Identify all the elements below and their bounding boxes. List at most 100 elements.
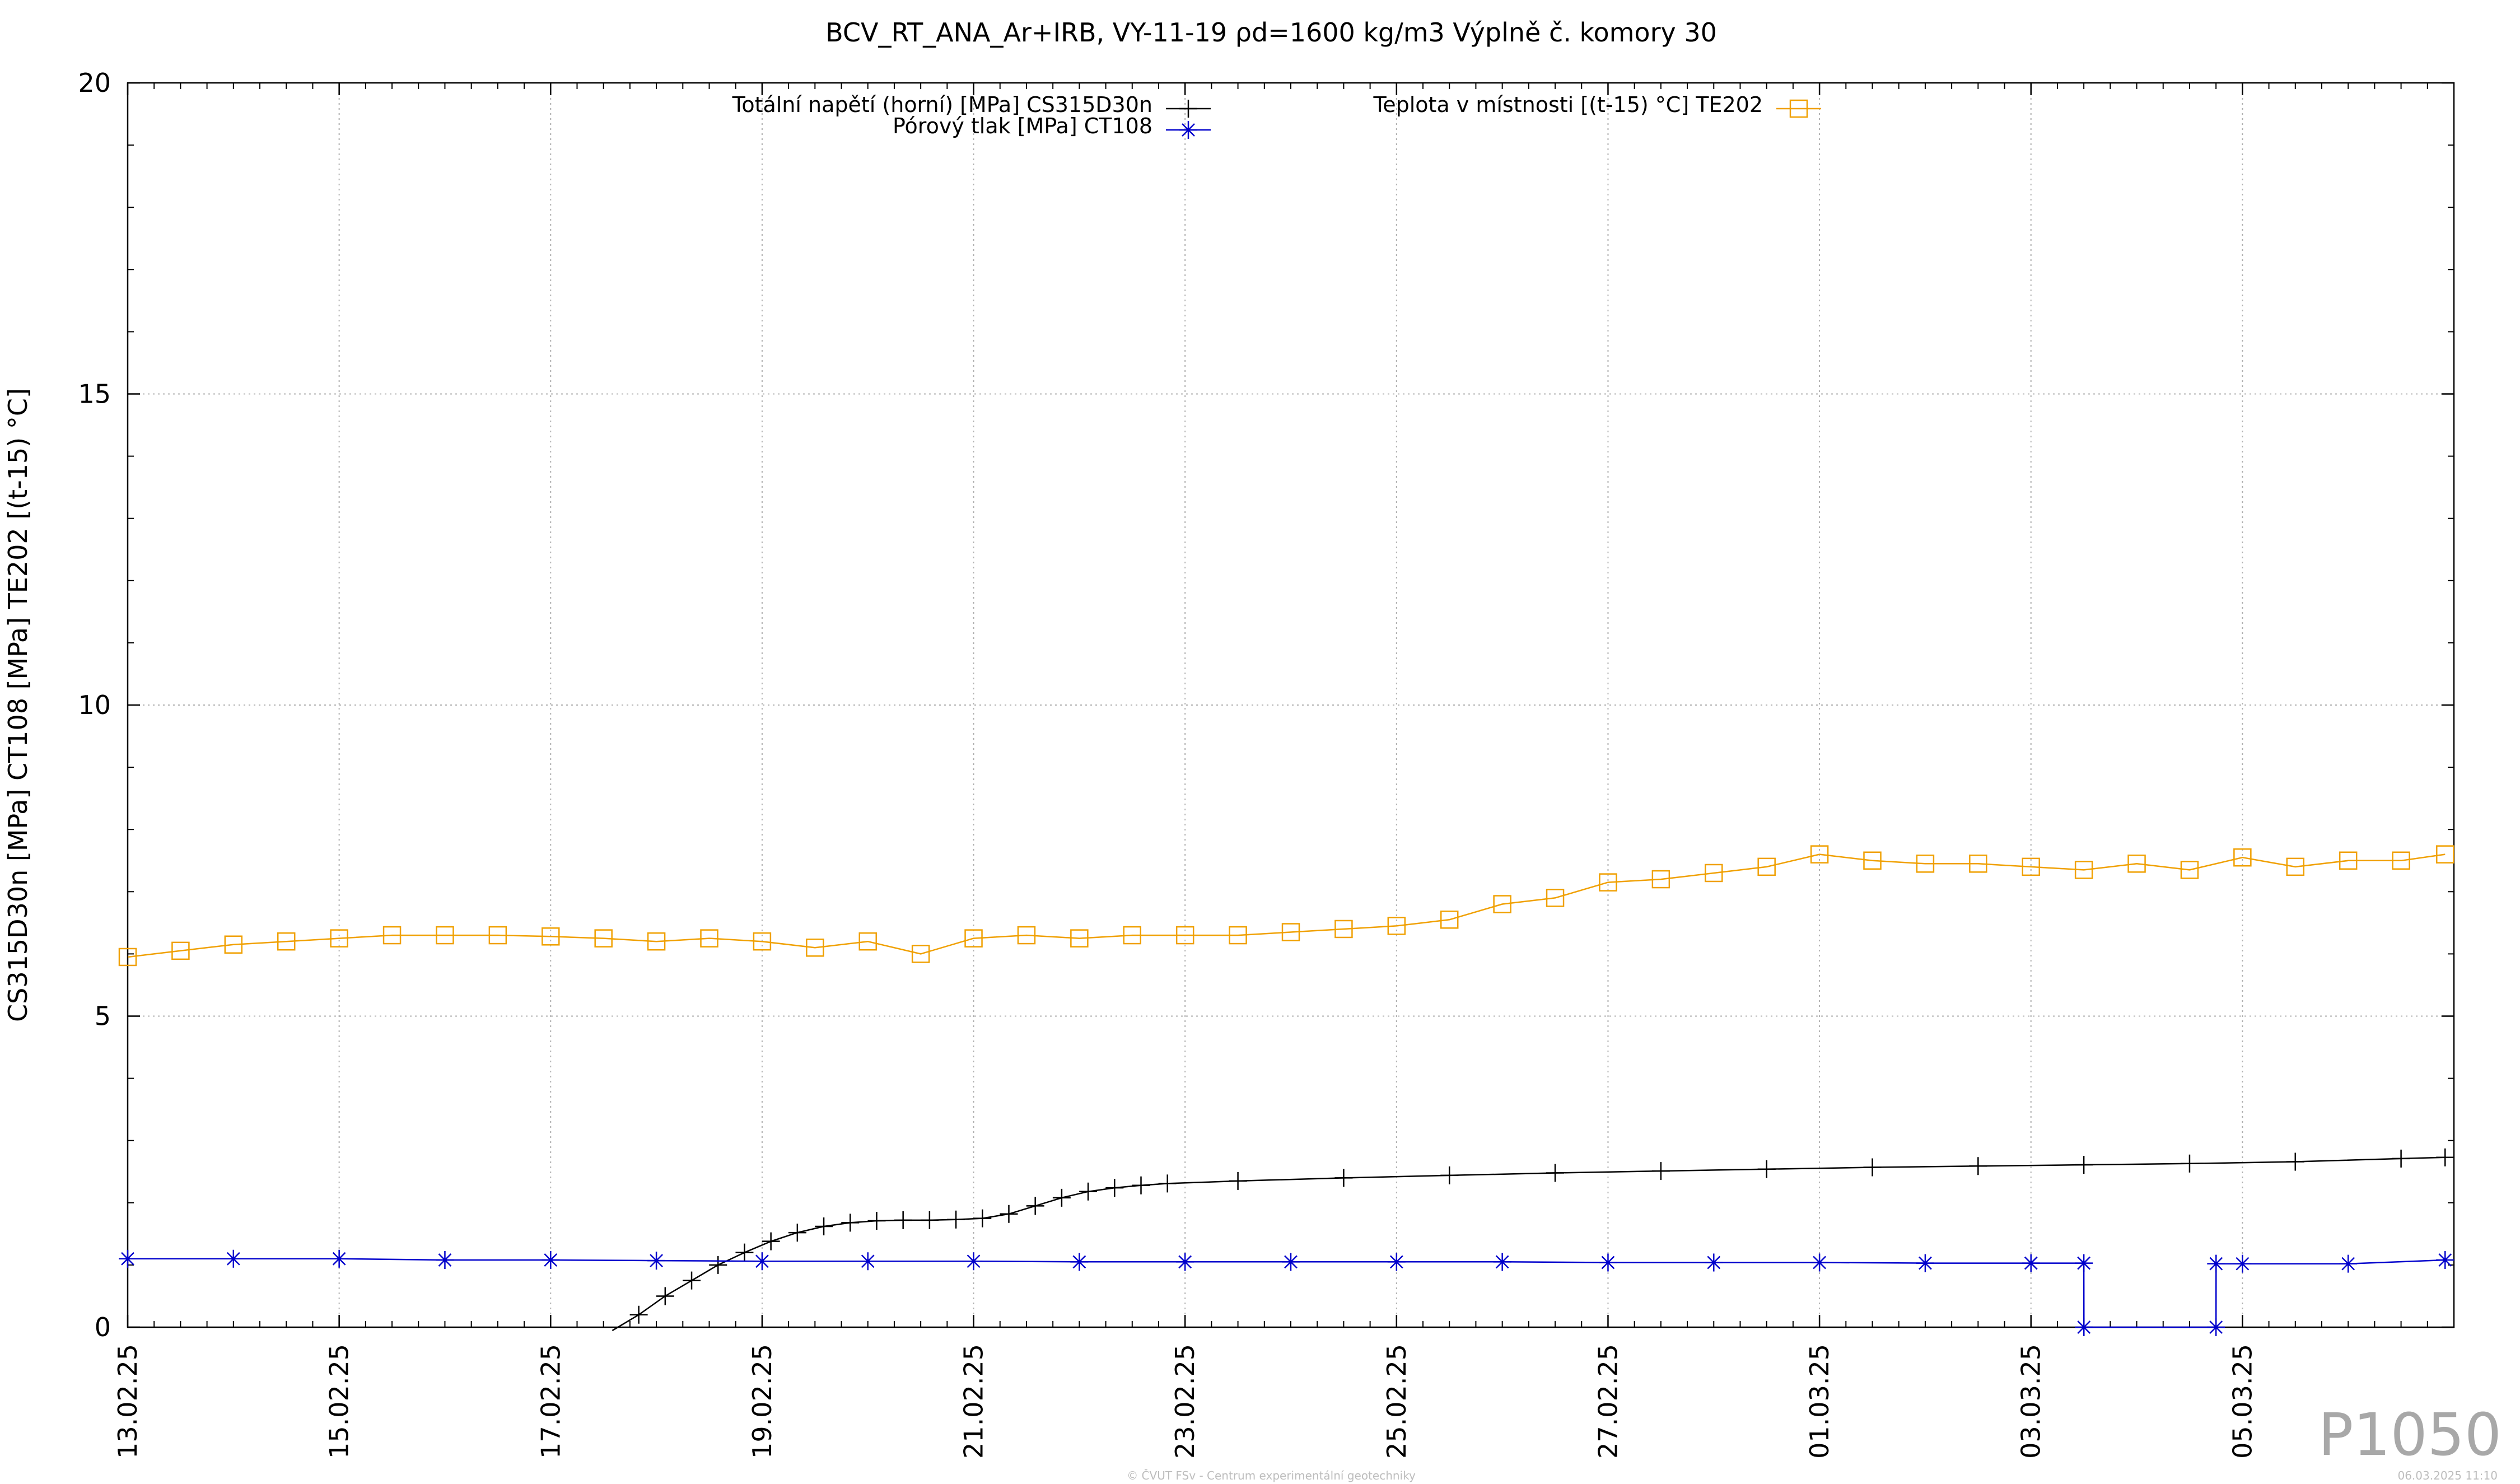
data-point-te202 <box>2339 851 2358 870</box>
data-point-te202 <box>1969 855 1987 873</box>
watermark: P1050 <box>2318 1401 2502 1469</box>
data-point-cs315d30n <box>1757 1160 1776 1178</box>
data-point-te202 <box>858 932 877 951</box>
data-point-te202 <box>171 941 190 960</box>
data-point-te202 <box>911 945 930 963</box>
x-tick-label: 05.03.25 <box>2227 1344 2257 1459</box>
data-point-ct108 <box>2339 1254 2358 1273</box>
data-point-cs315d30n <box>867 1212 886 1230</box>
data-point-ct108 <box>436 1251 454 1270</box>
data-point-cs315d30n <box>1440 1166 1459 1184</box>
legend-label-te202: Teplota v místnosti [(t-15) °C] TE202 <box>1373 92 1763 117</box>
data-point-ct108 <box>542 1251 560 1270</box>
legend-marker-te202 <box>1789 99 1808 118</box>
legend-entry-cs315d30n: Totální napětí (horní) [MPa] CS315D30n <box>732 92 1211 118</box>
data-point-te202 <box>2127 855 2146 873</box>
data-point-te202 <box>1334 920 1353 939</box>
data-point-cs315d30n <box>2075 1156 2093 1174</box>
legend-label-ct108: Pórový tlak [MPa] CT108 <box>893 114 1152 138</box>
data-point-cs315d30n <box>2392 1149 2410 1168</box>
data-point-te202 <box>1070 929 1089 948</box>
data-point-te202 <box>2180 861 2199 879</box>
data-point-ct108 <box>1599 1253 1617 1272</box>
data-point-ct108 <box>964 1252 983 1271</box>
x-tick-label: 15.02.25 <box>324 1344 354 1459</box>
data-point-ct108 <box>1705 1253 1723 1272</box>
data-point-cs315d30n <box>735 1243 754 1262</box>
data-point-te202 <box>488 926 507 945</box>
x-tick-label: 27.02.25 <box>1593 1344 1623 1459</box>
data-point-te202 <box>1229 926 1247 945</box>
data-point-cs315d30n <box>1546 1164 1565 1182</box>
data-point-cs315d30n <box>841 1214 860 1232</box>
data-point-ct108 <box>1810 1253 1829 1272</box>
legend: Totální napětí (horní) [MPa] CS315D30nPó… <box>732 92 1821 139</box>
x-tick-label: 01.03.25 <box>1804 1344 1835 1459</box>
data-point-te202 <box>1493 895 1511 913</box>
y-tick-label: 0 <box>95 1312 111 1342</box>
data-point-te202 <box>1651 870 1670 889</box>
legend-marker-cs315d30n <box>1179 100 1197 118</box>
data-point-te202 <box>224 935 243 954</box>
legend-label-cs315d30n: Totální napětí (horní) [MPa] CS315D30n <box>732 92 1152 117</box>
data-point-te202 <box>2392 851 2410 870</box>
data-point-te202 <box>806 939 824 957</box>
data-point-ct108 <box>2075 1254 2093 1272</box>
x-tick-label: 25.02.25 <box>1382 1344 1412 1459</box>
chart-title: BCV_RT_ANA_Ar+IRB, VY-11-19 ρd=1600 kg/m… <box>825 17 1717 48</box>
legend-entry-te202: Teplota v místnosti [(t-15) °C] TE202 <box>1373 92 1821 118</box>
data-point-ct108 <box>1916 1254 1934 1272</box>
series-te202 <box>118 845 2454 967</box>
data-point-te202 <box>1599 873 1617 892</box>
data-point-te202 <box>436 926 454 945</box>
data-point-cs315d30n <box>894 1211 912 1229</box>
data-point-te202 <box>964 929 983 948</box>
data-point-te202 <box>1916 855 1935 873</box>
data-point-te202 <box>2074 861 2093 879</box>
series <box>118 845 2454 1336</box>
data-point-cs315d30n <box>973 1209 992 1228</box>
data-point-cs315d30n <box>2436 1148 2454 1166</box>
data-point-cs315d30n <box>815 1217 833 1236</box>
data-point-ct108 <box>2207 1254 2225 1273</box>
data-point-cs315d30n <box>656 1287 674 1305</box>
data-point-ct108 <box>2436 1251 2454 1270</box>
series-ct108 <box>119 1249 2454 1336</box>
data-point-te202 <box>1175 926 1194 945</box>
data-point-ct108 <box>2207 1318 2225 1336</box>
y-tick-label: 10 <box>78 690 111 720</box>
y-tick-label: 15 <box>78 379 111 409</box>
y-tick-label: 5 <box>95 1001 111 1032</box>
data-point-te202 <box>1757 857 1776 876</box>
data-point-cs315d30n <box>1158 1174 1177 1193</box>
data-point-te202 <box>1863 851 1882 870</box>
footer-timestamp: 06.03.2025 11:10 <box>2397 1469 2498 1482</box>
data-point-te202 <box>2286 857 2305 876</box>
x-tick-label: 17.02.25 <box>535 1344 566 1459</box>
data-point-ct108 <box>119 1249 137 1268</box>
data-point-ct108 <box>1070 1253 1089 1271</box>
data-point-cs315d30n <box>629 1305 648 1324</box>
data-point-cs315d30n <box>1863 1158 1882 1177</box>
y-axis-label: CS315D30n [MPa] CT108 [MPa] TE202 [(t-15… <box>3 388 33 1022</box>
data-point-cs315d30n <box>788 1224 806 1242</box>
data-point-ct108 <box>1282 1253 1300 1271</box>
data-point-cs315d30n <box>762 1232 780 1250</box>
data-point-te202 <box>2436 845 2454 864</box>
data-point-ct108 <box>1387 1253 1406 1271</box>
data-point-cs315d30n <box>1000 1205 1018 1223</box>
series-cs315d30n <box>612 1148 2454 1332</box>
data-point-te202 <box>118 948 137 967</box>
data-point-te202 <box>1123 926 1142 945</box>
x-tick-label: 03.03.25 <box>2016 1344 2046 1459</box>
data-point-ct108 <box>2233 1254 2252 1273</box>
data-point-te202 <box>1017 926 1036 945</box>
data-point-te202 <box>382 926 402 945</box>
data-point-te202 <box>542 927 560 946</box>
data-point-ct108 <box>2075 1318 2093 1336</box>
x-tick-label: 19.02.25 <box>747 1344 777 1459</box>
data-point-ct108 <box>224 1249 242 1268</box>
data-point-te202 <box>330 929 348 948</box>
axes: 0 5 10 15 20 13.02.25 15.02.25 17.02.25 19.02.25… <box>78 68 2454 1459</box>
